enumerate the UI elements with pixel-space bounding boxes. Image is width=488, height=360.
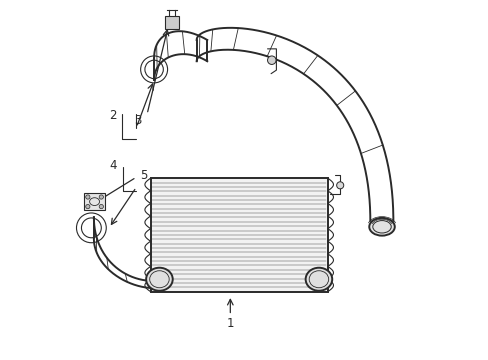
Circle shape — [267, 56, 276, 64]
Circle shape — [85, 204, 90, 209]
Bar — [150, 178, 327, 292]
Circle shape — [85, 195, 90, 199]
Circle shape — [99, 204, 103, 209]
Circle shape — [336, 182, 343, 189]
Ellipse shape — [368, 218, 394, 236]
Text: 2: 2 — [109, 109, 116, 122]
Circle shape — [99, 195, 103, 199]
Ellipse shape — [305, 268, 331, 291]
Ellipse shape — [146, 268, 172, 291]
Text: 3: 3 — [134, 114, 142, 127]
Text: 1: 1 — [226, 317, 234, 330]
Text: 5: 5 — [140, 169, 147, 182]
Bar — [84, 193, 104, 210]
FancyBboxPatch shape — [164, 16, 179, 29]
Text: 4: 4 — [109, 159, 117, 172]
